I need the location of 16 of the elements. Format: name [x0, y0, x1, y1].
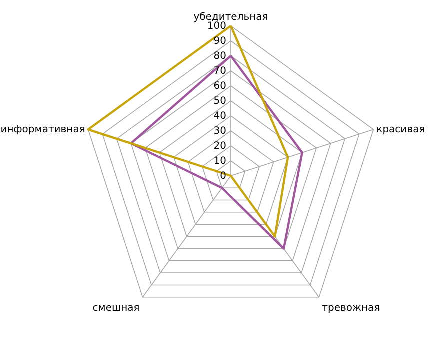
- y-tick-label: 20: [214, 141, 226, 152]
- y-tick-label: 70: [214, 66, 226, 77]
- y-tick-label: 0: [220, 171, 226, 182]
- spoke-label: убедительная: [194, 12, 268, 23]
- spoke-label: красивая: [376, 124, 426, 136]
- y-tick-label: 10: [214, 156, 226, 167]
- spoke-label: тревожная: [322, 302, 380, 314]
- y-tick-label: 30: [214, 126, 226, 137]
- y-tick-label: 50: [214, 96, 226, 107]
- y-tick-label: 40: [214, 111, 226, 122]
- y-tick-label: 90: [214, 36, 226, 47]
- y-tick-label: 80: [214, 51, 226, 62]
- spoke-label: смешная: [92, 302, 140, 314]
- y-tick-label: 100: [207, 21, 226, 32]
- y-tick-label: 60: [214, 81, 226, 92]
- spoke-label: информативная: [0, 124, 86, 136]
